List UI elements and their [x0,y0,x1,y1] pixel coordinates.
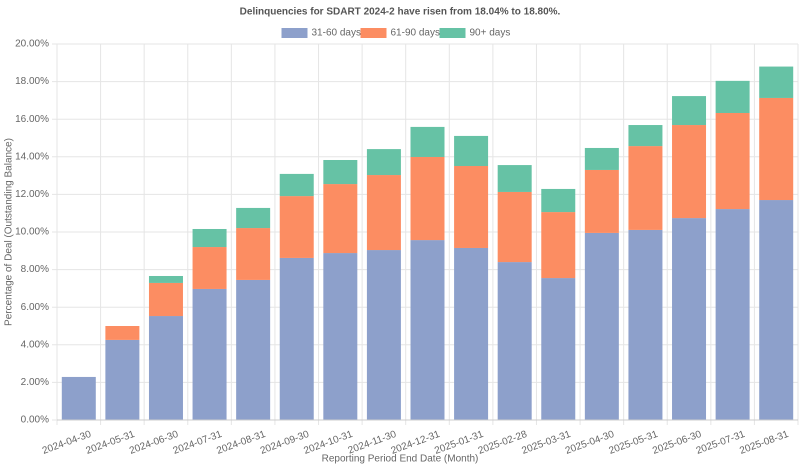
bar-segment [541,212,576,279]
x-tick-label: 2025-04-30 [564,429,616,457]
bar-segment [366,149,401,176]
bar-segment [454,166,489,248]
x-tick-label: 2025-06-30 [651,429,703,457]
bar-segment [323,159,358,185]
x-tick-label: 2024-08-31 [215,429,267,457]
bar-segment [584,169,619,233]
x-tick-label: 2025-05-31 [608,429,660,457]
legend-swatch [281,28,308,38]
bar-segment [759,66,794,98]
x-tick-label: 2024-04-30 [41,429,93,457]
bar-segment [192,288,227,420]
bar-segment [541,278,576,420]
x-tick-label: 2024-12-31 [390,429,442,457]
x-tick-label: 2025-08-31 [738,429,790,457]
x-tick-label: 2024-09-30 [259,429,311,457]
legend-label: 90+ days [470,28,511,39]
bar-segment [541,188,576,213]
y-tick-label: 6.00% [21,302,49,313]
bar-segment [628,125,663,147]
bar-segment [410,240,445,420]
bar-segment [584,232,619,420]
bar-segment [454,135,489,167]
bar-segment [148,282,183,317]
y-tick-label: 8.00% [21,264,49,275]
bar-segment [192,247,227,289]
bar-segment [279,257,314,420]
bar-segment [628,229,663,420]
bar-segment [105,326,140,340]
y-tick-label: 4.00% [21,339,49,350]
x-tick-label: 2024-05-31 [84,429,136,457]
bar-segment [715,112,750,210]
bar-segment [366,175,401,251]
x-tick-label: 2025-01-31 [433,429,485,457]
bar-segment [410,126,445,157]
y-tick-label: 14.00% [15,151,49,162]
bar-segment [497,191,532,263]
bar-segment [759,200,794,420]
bar-segment [454,247,489,420]
bar-segment [672,218,707,420]
bar-segment [148,275,183,283]
y-tick-label: 0.00% [21,415,49,426]
y-axis-title: Percentage of Deal (Outstanding Balance) [4,138,15,326]
bar-segment [323,253,358,420]
bar-segment [672,125,707,219]
x-tick-label: 2025-02-28 [477,429,529,457]
legend-swatch [439,28,466,38]
bar-segment [366,250,401,420]
bar-segment [192,228,227,248]
x-axis-title: Reporting Period End Date (Month) [322,454,479,465]
bar-segment [715,80,750,113]
bar-segment [279,173,314,197]
bar-segment [497,165,532,192]
bar-segment [61,376,96,420]
bar-segment [497,262,532,420]
bar-segment [410,156,445,241]
bar-segment [672,96,707,126]
bar-segment [236,279,271,420]
y-tick-label: 10.00% [15,227,49,238]
bar-segment [759,97,794,201]
bar-segment [715,209,750,420]
bar-segment [584,147,619,170]
bar-segment [279,196,314,258]
bar-segment [148,316,183,420]
y-tick-label: 2.00% [21,377,49,388]
bar-segment [105,339,140,420]
x-tick-label: 2024-07-31 [172,429,224,457]
x-tick-label: 2025-03-31 [520,429,572,457]
x-tick-label: 2024-11-30 [347,429,399,457]
y-tick-label: 20.00% [15,39,49,50]
bar-segment [236,207,271,229]
y-tick-label: 18.00% [15,76,49,87]
x-tick-label: 2024-06-30 [128,429,180,457]
y-tick-label: 16.00% [15,114,49,125]
x-tick-label: 2024-10-31 [302,429,354,457]
bar-segment [236,228,271,280]
chart-title: Delinquencies for SDART 2024-2 have rise… [240,7,561,18]
bar-segment [628,146,663,230]
legend-label: 61-90 days [391,28,440,39]
y-tick-label: 12.00% [15,189,49,200]
bar-segment [323,184,358,254]
legend-swatch [360,28,387,38]
legend-label: 31-60 days [312,28,361,39]
x-tick-label: 2025-07-31 [695,429,747,457]
